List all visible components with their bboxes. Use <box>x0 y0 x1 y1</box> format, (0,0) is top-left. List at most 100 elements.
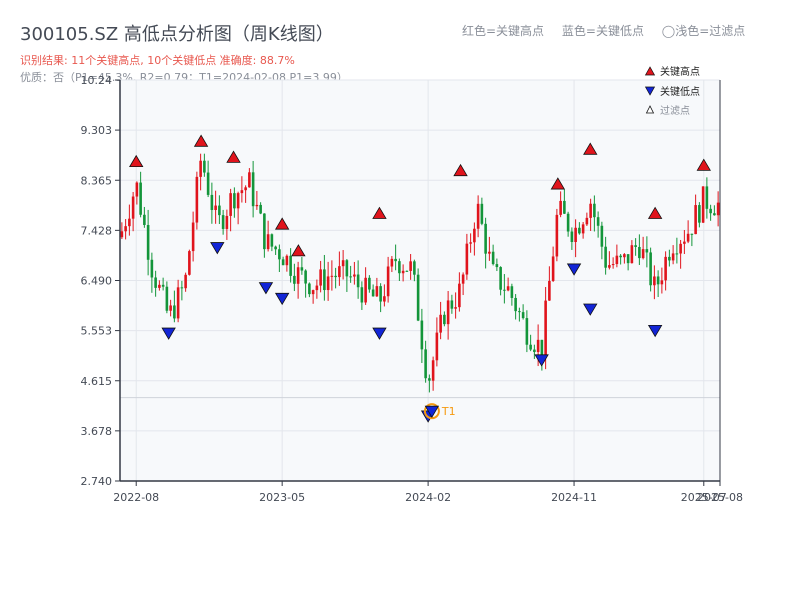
candle-body <box>210 194 214 211</box>
candle-body <box>701 186 705 223</box>
top-legend: 红色=关键高点 蓝色=关键低点 ◯浅色=过滤点 <box>462 22 759 39</box>
candle-body <box>525 318 529 345</box>
candle-body <box>623 254 626 258</box>
candle-body <box>439 314 442 333</box>
candle-body <box>458 283 461 308</box>
candle-body <box>570 231 574 243</box>
candle-body <box>203 160 206 173</box>
candle-body <box>424 349 427 379</box>
candle-body <box>135 182 139 197</box>
candle-body <box>450 300 454 309</box>
candle-body <box>176 287 180 319</box>
y-tick-label: 2.740 <box>81 475 113 488</box>
candle-body <box>593 203 596 218</box>
candle-body <box>671 253 675 261</box>
candle-body <box>315 285 319 291</box>
legend-filtered-icon <box>645 105 655 114</box>
candle-body <box>499 267 502 290</box>
key-low-marker <box>583 303 598 316</box>
candle-body <box>274 246 277 250</box>
candle-body <box>206 172 210 195</box>
candle-body <box>199 160 202 177</box>
candle-body <box>518 311 521 313</box>
candle-body <box>341 260 345 267</box>
candle-body <box>263 213 266 250</box>
candle-body <box>248 172 251 188</box>
candle-body <box>214 205 217 211</box>
candle-body <box>401 270 405 274</box>
legend-low-icon <box>644 86 656 96</box>
candle-body <box>319 269 322 286</box>
candle-body <box>544 300 547 358</box>
candle-body <box>709 208 712 214</box>
candle-body <box>251 172 255 207</box>
candle-body <box>165 286 169 311</box>
candle-body <box>180 287 184 289</box>
candle-body <box>184 274 187 289</box>
key-high-marker <box>696 158 711 171</box>
candle-body <box>308 283 311 295</box>
key-low-marker <box>258 282 274 295</box>
t1-label: T1 <box>441 405 456 418</box>
candle-body <box>383 296 386 302</box>
candle-body <box>285 255 289 266</box>
candle-body <box>619 255 622 258</box>
candle-body <box>131 196 135 219</box>
candle-body <box>604 246 607 268</box>
chart-title: 300105.SZ 高低点分析图（周K线图） <box>20 24 334 45</box>
candle-body <box>514 297 517 312</box>
candle-body <box>296 267 300 284</box>
candle-body <box>626 254 630 264</box>
candle-body <box>390 258 394 267</box>
legend-label: 关键低点 <box>660 85 700 98</box>
y-tick-label: 9.303 <box>81 124 113 137</box>
candle-body <box>596 217 600 226</box>
key-high-marker <box>193 134 209 147</box>
x-tick-label: 2024-02 <box>405 491 451 504</box>
candle-body <box>694 205 697 235</box>
candle-body <box>218 205 221 216</box>
x-tick-label: 2022-08 <box>113 491 159 504</box>
candle-body <box>480 203 484 224</box>
candle-body <box>386 266 390 297</box>
candle-body <box>154 277 157 288</box>
candle-body <box>345 260 349 277</box>
key-low-marker <box>372 327 387 340</box>
candle-body <box>469 242 472 244</box>
candle-body <box>259 204 262 214</box>
y-tick-label: 8.365 <box>81 174 113 187</box>
candle-body <box>405 270 409 272</box>
key-high-marker <box>550 177 566 190</box>
candle-body <box>349 276 352 278</box>
candle-body <box>143 214 146 225</box>
candle-body <box>356 274 360 288</box>
candle-body <box>326 276 330 291</box>
candle-body <box>675 253 679 255</box>
key-high-marker <box>583 142 598 155</box>
candle-body <box>581 224 585 234</box>
key-high-marker <box>453 163 468 177</box>
key-low-marker <box>161 327 176 340</box>
candle-body <box>705 186 709 209</box>
key-low-marker <box>647 325 663 338</box>
candle-body <box>188 251 191 275</box>
candle-body <box>128 218 131 227</box>
key-high-marker <box>291 244 306 257</box>
candle-body <box>521 312 525 319</box>
candle-body <box>664 256 667 281</box>
candle-body <box>660 280 664 285</box>
candle-body <box>330 275 334 277</box>
candle-body <box>630 245 634 264</box>
candle-body <box>668 256 671 261</box>
candle-body <box>244 187 247 191</box>
key-high-marker <box>274 217 290 230</box>
x-tick-label: 2025-07 <box>681 491 727 504</box>
candle-body <box>371 289 375 297</box>
candle-body <box>529 344 532 350</box>
candle-body <box>229 193 232 216</box>
candle-body <box>503 289 506 291</box>
candle-body <box>293 275 296 284</box>
candle-body <box>683 241 686 244</box>
candle-body <box>446 300 450 325</box>
candle-body <box>454 307 457 309</box>
